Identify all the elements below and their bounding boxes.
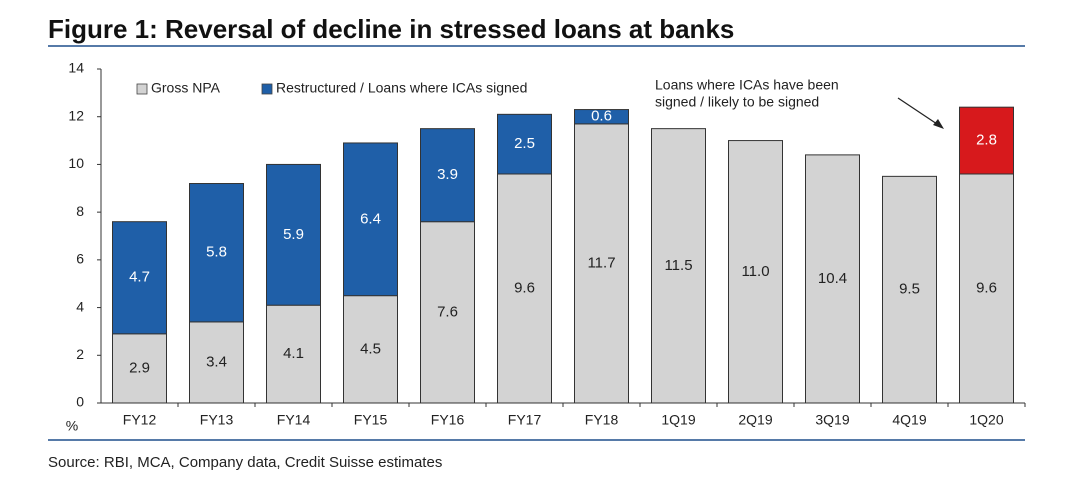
arrow-head [933,119,944,129]
data-label: 5.8 [206,244,227,261]
data-label: 2.8 [976,132,997,149]
data-label: 5.9 [283,226,304,243]
bar-segment [189,183,244,323]
bar-segment [266,163,321,306]
data-label: 3.4 [206,353,227,370]
bar-segment [574,109,629,125]
bar-segment [728,140,783,404]
y-tick-label: 10 [68,155,84,171]
data-label: 11.7 [587,254,615,271]
annotation: Loans where ICAs have been [655,77,839,93]
data-label: 11.5 [664,257,692,274]
legend-swatch [136,83,148,95]
bar-segment [189,321,244,404]
bar-segment [574,123,629,404]
data-label: 4.1 [283,345,304,362]
y-axis-label: % [66,418,78,434]
bar-segment [343,142,398,297]
bar-segment [805,154,860,404]
annotation: signed / likely to be signed [655,94,819,110]
bar-segment [959,106,1014,175]
x-tick-label: 1Q20 [969,412,1003,428]
legend-swatch [261,83,273,95]
bar-segment [420,128,475,223]
x-tick-label: 3Q19 [815,412,849,428]
data-label: 4.5 [360,340,381,357]
bar-segment [651,128,706,404]
x-tick-label: 4Q19 [892,412,926,428]
data-label: 2.9 [129,359,150,376]
data-label: 6.4 [360,210,381,227]
data-label: 4.7 [129,269,150,286]
data-label: 9.6 [514,279,535,296]
data-label: 9.6 [976,279,997,296]
y-tick-label: 6 [76,251,84,267]
x-tick-label: FY18 [585,412,619,428]
data-label: 3.9 [437,166,458,183]
bar-segment [497,173,552,404]
data-label: 2.5 [514,135,535,152]
x-tick-label: 2Q19 [738,412,772,428]
x-tick-label: FY12 [123,412,157,428]
chart-title: Figure 1: Reversal of decline in stresse… [48,14,734,44]
bar-segment [420,221,475,404]
x-tick-label: FY17 [508,412,542,428]
y-tick-label: 0 [76,394,84,410]
x-tick-label: 1Q19 [661,412,695,428]
bar-segment [112,221,167,335]
x-tick-label: FY13 [200,412,234,428]
source: Source: RBI, MCA, Company data, Credit S… [48,454,442,471]
legend-label: Restructured / Loans where ICAs signed [276,80,527,96]
bar-segment [112,333,167,404]
legend-label: Gross NPA [151,80,221,96]
y-tick-label: 2 [76,346,84,362]
y-tick-label: 4 [76,298,84,314]
x-tick-label: FY15 [354,412,388,428]
x-tick-label: FY16 [431,412,465,428]
data-label: 11.0 [741,263,769,280]
bar-segment [266,304,321,404]
data-label: 7.6 [437,303,458,320]
bar-segment [497,113,552,175]
data-label: 10.4 [818,270,847,287]
data-label: 9.5 [899,281,920,298]
annotation-arrow [897,97,941,127]
data-label: 0.6 [591,108,612,125]
bar-segment [882,175,937,404]
y-tick-label: 14 [68,60,84,76]
y-tick-label: 12 [68,107,84,123]
y-tick-label: 8 [76,203,84,219]
x-tick-label: FY14 [277,412,311,428]
